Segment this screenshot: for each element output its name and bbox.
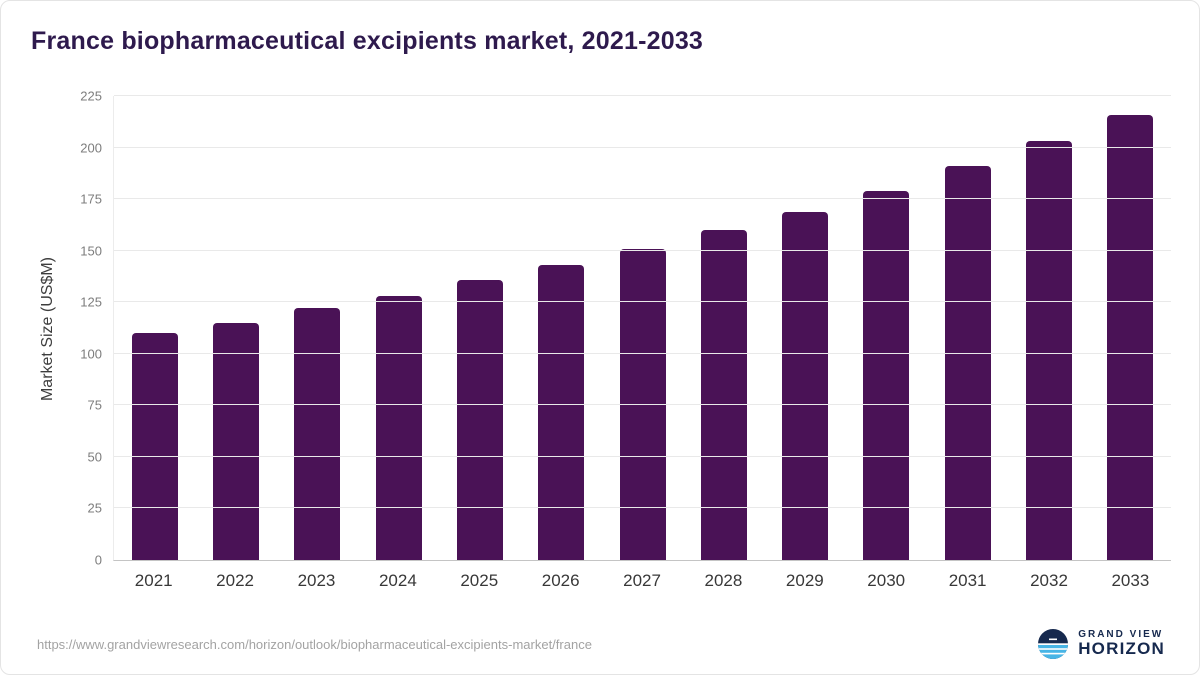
bar-column: [927, 96, 1008, 560]
footer: https://www.grandviewresearch.com/horizo…: [1, 628, 1199, 660]
bar-2021[interactable]: [131, 333, 178, 560]
bars: [114, 96, 1171, 560]
bar-column: [358, 96, 439, 560]
x-tick-label: 2023: [297, 571, 336, 590]
bar-column: [114, 96, 195, 560]
chart: Market Size (US$M) 0 25 50 75 100 125 150 175 20…: [31, 89, 1171, 591]
brand-name-top: GRAND VIEW: [1078, 629, 1164, 641]
x-tick-label: 2030: [867, 571, 906, 590]
x-axis-labels: 2021 2022 2023 2024 2025 2026 2027 2028 2029 2030…: [113, 571, 1171, 591]
bar-column: [1008, 96, 1089, 560]
x-tick-label: 2026: [541, 571, 580, 590]
bar-2022[interactable]: [212, 322, 259, 560]
bar-column: [277, 96, 358, 560]
gridline: [114, 146, 1171, 148]
bar-column: [195, 96, 276, 560]
gridline: [114, 455, 1171, 457]
bar-column: [683, 96, 764, 560]
gridline: [114, 404, 1171, 406]
bar-2023[interactable]: [294, 308, 341, 560]
bar-2032[interactable]: [1026, 141, 1073, 560]
gridline: [114, 507, 1171, 509]
y-tick-label: 50: [87, 449, 102, 465]
plot-area: 0 25 50 75 100 125 150 175 200 225: [80, 89, 1171, 568]
bar-2031[interactable]: [944, 166, 991, 560]
grand-view-horizon-logo-icon: [1038, 629, 1069, 659]
x-tick-label: 2027: [623, 571, 661, 590]
x-tick-label: 2032: [1030, 571, 1068, 590]
y-tick-label: 150: [80, 243, 102, 259]
x-tick-label: 2029: [785, 571, 824, 590]
bar-column: [439, 96, 520, 560]
bar-2033[interactable]: [1107, 114, 1154, 560]
y-tick-label: 200: [80, 140, 102, 156]
x-tick-label: 2025: [460, 571, 499, 590]
y-tick-label: 225: [80, 88, 102, 104]
page-title: France biopharmaceutical excipients mark…: [31, 27, 704, 55]
bar-2029[interactable]: [782, 211, 829, 560]
bar-column: [521, 96, 602, 560]
bar-2026[interactable]: [538, 265, 585, 560]
gridline: [114, 301, 1171, 303]
bar-2030[interactable]: [863, 190, 910, 560]
x-tick-label: 2033: [1111, 571, 1150, 590]
x-tick-label: 2021: [134, 571, 173, 590]
x-tick-label: 2024: [378, 571, 417, 590]
y-tick-label: 25: [87, 500, 102, 516]
bar-column: [846, 96, 927, 560]
gridline: [114, 95, 1171, 96]
y-axis-title-text: Market Size (US$M): [39, 256, 56, 401]
y-tick-label: 0: [94, 552, 102, 568]
bar-2028[interactable]: [700, 230, 747, 560]
brand-name-bottom: HORIZON: [1078, 639, 1165, 659]
y-tick-label: 175: [80, 191, 102, 207]
x-tick-label: 2031: [948, 571, 987, 590]
source-url: https://www.grandviewresearch.com/horizo…: [37, 636, 592, 652]
y-tick-label: 100: [80, 346, 102, 362]
y-tick-label: 125: [80, 294, 102, 310]
x-tick-label: 2028: [704, 571, 743, 590]
gridline: [114, 198, 1171, 200]
bar-2024[interactable]: [375, 296, 422, 560]
bar-column: [1090, 96, 1171, 560]
brand: GRAND VIEW HORIZON: [1037, 628, 1165, 660]
bar-column: [765, 96, 846, 560]
y-tick-label: 75: [87, 397, 102, 413]
bar-2025[interactable]: [456, 279, 503, 560]
gridline: [114, 352, 1171, 354]
y-axis-title: Market Size (US$M): [31, 96, 65, 561]
x-tick-label: 2022: [216, 571, 254, 590]
gridline: [114, 249, 1171, 251]
bar-column: [602, 96, 683, 560]
